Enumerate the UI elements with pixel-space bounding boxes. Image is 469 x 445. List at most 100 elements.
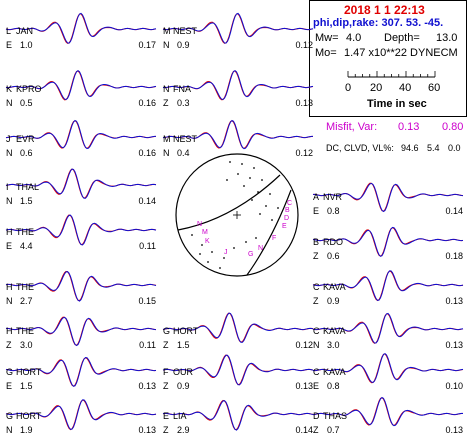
trace-id: D (313, 411, 320, 421)
amplitude-value: 0.18 (445, 251, 463, 261)
synthetic-waveform (5, 168, 157, 199)
synthetic-waveform (162, 354, 314, 386)
trace-id: H (6, 227, 13, 237)
polarity-dot (199, 253, 201, 255)
scale-tick-0: 0 (345, 82, 352, 94)
beachball-station-label: D (284, 215, 289, 222)
polarity-dot (219, 267, 221, 269)
trace-panel: H THE E 4.4 0.11 (5, 205, 157, 261)
vl-value: 0.0 (448, 143, 461, 153)
polarity-dot (253, 167, 255, 169)
distance-value: 2.7 (20, 296, 33, 306)
beachball-station-label: F (272, 235, 276, 242)
component: N (6, 296, 13, 306)
trace-id: F (163, 367, 169, 377)
distance-value: 0.4 (177, 148, 190, 158)
polarity-dot (245, 241, 247, 243)
polarity-dot (271, 219, 273, 221)
trace-waveform (162, 69, 314, 101)
trace-panel: G HORT E 1.5 0.13 (5, 345, 157, 401)
distance-value: 1.5 (20, 381, 33, 391)
trace-id: G (163, 326, 171, 336)
vl-label: DC, CLVD, VL%: (326, 143, 394, 153)
trace-waveform (5, 12, 157, 44)
trace-waveform (5, 399, 157, 431)
amplitude-value: 0.14 (138, 196, 156, 206)
clvd-value: 5.4 (427, 143, 440, 153)
trace-id: E (163, 411, 170, 421)
polarity-dot (237, 173, 239, 175)
component: N (163, 40, 170, 50)
distance-value: 1.5 (177, 340, 190, 350)
polarity-dot (259, 213, 261, 215)
station-name: KAVA (323, 367, 346, 377)
beachball-station-label: N (258, 245, 263, 252)
trace-waveform (5, 168, 157, 199)
synthetic-waveform (5, 119, 156, 150)
var-value: 0.80 (442, 121, 464, 133)
amplitude-value: 0.12 (295, 40, 313, 50)
polarity-dot (269, 193, 271, 195)
trace-panel: C KAVA Z 0.9 0.13 (312, 260, 464, 316)
trace-waveform (312, 396, 464, 427)
polarity-dot (207, 261, 209, 263)
trace-panel: A NVR E 0.8 0.14 (312, 170, 464, 226)
station-name: NEST (173, 134, 198, 144)
beachball-station-label: E (282, 223, 287, 230)
station-name: LIA (173, 411, 187, 421)
synthetic-waveform (312, 226, 464, 257)
beachball-station-label: N (197, 221, 202, 228)
distance-value: 0.8 (327, 381, 340, 391)
distance-value: 0.9 (177, 381, 190, 391)
trace-id: M (163, 134, 171, 144)
station-name: THE (16, 326, 34, 336)
depth-label: Depth= (384, 32, 420, 44)
trace-panel: E LIA Z 2.9 0.14 (162, 389, 314, 445)
polarity-dot (277, 207, 279, 209)
trace-id: H (6, 326, 13, 336)
mo-label: Mo= (315, 47, 337, 59)
trace-waveform (5, 270, 157, 302)
component: Z (313, 251, 319, 261)
trace-id: A (313, 192, 320, 202)
station-name: EVR (16, 134, 35, 144)
polarity-dot (229, 161, 231, 163)
nodal-plane-2 (246, 189, 292, 276)
station-name: HORT (173, 326, 199, 336)
beachball-station-label: K (205, 238, 210, 245)
synthetic-waveform (6, 316, 157, 347)
mw-value: 4.0 (346, 32, 362, 44)
trace-id: L (6, 26, 12, 36)
polarity-dot (241, 163, 243, 165)
misfit-label: Misfit, Var: (326, 121, 378, 133)
distance-value: 0.6 (327, 251, 340, 261)
amplitude-value: 0.12 (295, 148, 313, 158)
distance-value: 0.5 (20, 98, 33, 108)
amplitude-value: 0.13 (138, 381, 156, 391)
synthetic-waveform (312, 312, 464, 344)
component: Z (163, 98, 169, 108)
distance-value: 0.9 (327, 296, 340, 306)
dc-value: 94.6 (401, 143, 419, 153)
time-scale-bar (347, 71, 436, 78)
trace-waveform (5, 356, 157, 387)
distance-value: 1.0 (20, 40, 33, 50)
polarity-dot (226, 179, 228, 181)
trace-panel: C KAVA E 0.8 0.10 (312, 345, 464, 401)
trace-id: H (6, 282, 13, 292)
trace-panel: B RDO Z 0.6 0.18 (312, 215, 464, 271)
distance-value: 3.0 (327, 340, 340, 350)
depth-value: 13.0 (436, 32, 458, 44)
amplitude-value: 0.16 (138, 98, 156, 108)
amplitude-value: 0.11 (139, 241, 156, 251)
trace-panel: I THAL N 1.5 0.14 (5, 160, 157, 216)
beachball-outline (175, 153, 299, 277)
polarity-dot (243, 185, 245, 187)
trace-waveform (312, 352, 464, 384)
trace-panel: H THE N 2.7 0.15 (5, 260, 157, 316)
station-name: KPRO (16, 84, 42, 94)
component: Z (163, 340, 169, 350)
scale-title: Time in sec (367, 98, 427, 110)
beachball-station-label: G (248, 251, 253, 258)
